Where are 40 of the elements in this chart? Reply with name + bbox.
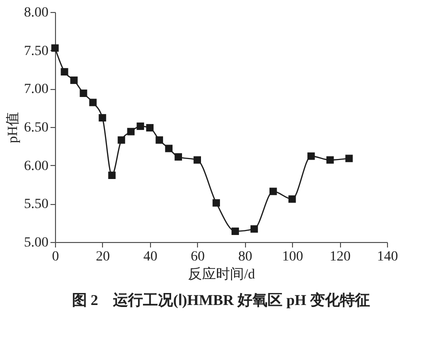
x-tick-label: 40	[143, 250, 158, 264]
x-tick-label: 60	[190, 250, 205, 264]
y-tick-label: 6.50	[24, 120, 48, 136]
point	[345, 154, 353, 162]
point	[156, 136, 164, 144]
point	[194, 156, 201, 164]
point	[212, 199, 220, 207]
point	[174, 153, 182, 161]
point	[307, 152, 315, 160]
x-tick-label: 80	[238, 250, 252, 264]
point	[165, 144, 173, 152]
text: 图 2 运行工况(Ⅰ)HMBR 好氧区 pH 变化特征	[72, 291, 370, 309]
point	[232, 228, 239, 235]
point	[98, 114, 106, 122]
point	[60, 68, 68, 76]
point	[89, 98, 97, 106]
x-tick-label: 140	[377, 250, 398, 264]
y-axis-title: pH值	[5, 112, 21, 144]
point	[250, 225, 258, 233]
y-tick-label: 7.00	[24, 82, 48, 98]
point	[136, 122, 144, 130]
point	[127, 128, 135, 136]
y-tick-label: 6.00	[24, 158, 48, 174]
x-tick-label: 120	[330, 250, 351, 264]
y-tick-label: 7.50	[24, 44, 48, 59]
y-tick-label: 5.00	[24, 236, 48, 250]
point	[80, 90, 88, 97]
x-tick-label: 100	[282, 250, 304, 264]
point	[118, 136, 126, 144]
point	[108, 172, 116, 180]
point	[146, 124, 154, 132]
x-tick-label: 20	[96, 250, 110, 264]
point	[288, 195, 296, 203]
y-tick-label: 8.00	[24, 6, 48, 20]
x-tick-label: 0	[52, 250, 59, 264]
point	[70, 76, 78, 84]
y-tick-label: 5.50	[24, 197, 48, 212]
x-axis-title: 反应时间/d	[188, 266, 255, 282]
point	[326, 156, 334, 164]
point	[269, 188, 277, 196]
